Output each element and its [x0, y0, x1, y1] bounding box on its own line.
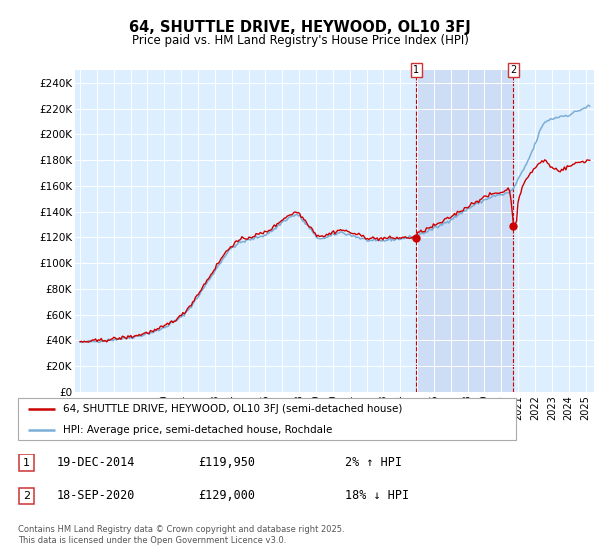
Text: 2: 2	[23, 491, 30, 501]
Text: HPI: Average price, semi-detached house, Rochdale: HPI: Average price, semi-detached house,…	[63, 426, 332, 435]
Text: £129,000: £129,000	[198, 489, 255, 502]
FancyBboxPatch shape	[18, 398, 516, 440]
Text: 18-SEP-2020: 18-SEP-2020	[57, 489, 136, 502]
Text: 2% ↑ HPI: 2% ↑ HPI	[345, 455, 402, 469]
Text: Contains HM Land Registry data © Crown copyright and database right 2025.
This d: Contains HM Land Registry data © Crown c…	[18, 525, 344, 545]
Bar	[416, 70, 514, 392]
Text: 1: 1	[23, 458, 30, 468]
Text: 2: 2	[511, 65, 517, 75]
FancyBboxPatch shape	[19, 455, 34, 470]
Text: Price paid vs. HM Land Registry's House Price Index (HPI): Price paid vs. HM Land Registry's House …	[131, 34, 469, 46]
Text: £119,950: £119,950	[198, 455, 255, 469]
Text: 64, SHUTTLE DRIVE, HEYWOOD, OL10 3FJ: 64, SHUTTLE DRIVE, HEYWOOD, OL10 3FJ	[129, 20, 471, 35]
Text: 19-DEC-2014: 19-DEC-2014	[57, 455, 136, 469]
Text: 64, SHUTTLE DRIVE, HEYWOOD, OL10 3FJ (semi-detached house): 64, SHUTTLE DRIVE, HEYWOOD, OL10 3FJ (se…	[63, 404, 402, 414]
FancyBboxPatch shape	[19, 488, 34, 504]
Text: 18% ↓ HPI: 18% ↓ HPI	[345, 489, 409, 502]
Text: 1: 1	[413, 65, 419, 75]
